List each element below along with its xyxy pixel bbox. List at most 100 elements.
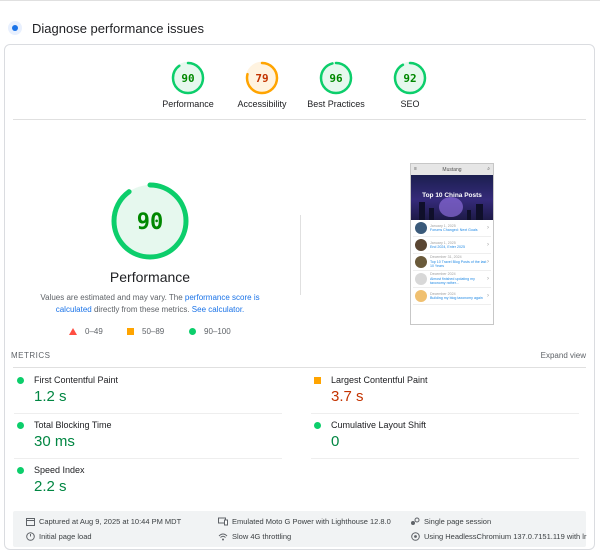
post-thumbnail xyxy=(415,273,427,285)
session-info: Single page session xyxy=(410,517,491,526)
big-gauge-arc xyxy=(111,182,189,260)
metric-cumulative-layout-shift: Cumulative Layout Shift 0 xyxy=(311,414,579,459)
pass-circle-icon xyxy=(17,377,24,384)
chevron-right-icon: › xyxy=(487,276,489,282)
session-icon xyxy=(410,517,420,526)
legend-fail-label: 0–49 xyxy=(85,327,103,336)
diagnose-icon xyxy=(8,21,22,35)
metric-speed-index: Speed Index 2.2 s xyxy=(14,459,274,499)
legend-average: 50–89 xyxy=(127,327,164,336)
post-thumbnail xyxy=(415,222,427,234)
metric-value: 1.2 s xyxy=(34,388,67,405)
post-date: January 1, 2025 xyxy=(430,223,456,228)
gauge-accessibility[interactable]: 79 Accessibility xyxy=(217,61,307,109)
metric-total-blocking-time: Total Blocking Time 30 ms xyxy=(14,414,282,459)
legend-pass: 90–100 xyxy=(189,327,231,336)
run-info-footer: Captured at Aug 9, 2025 at 10:44 PM MDT … xyxy=(13,511,586,547)
screenshot-app-bar: ≡ Mustang ⌕ xyxy=(411,164,493,175)
note-prefix: Values are estimated and may vary. The xyxy=(40,293,185,302)
legend-average-label: 50–89 xyxy=(142,327,165,336)
chrome-icon xyxy=(410,532,420,541)
list-item: December 2024 Almost finished updating my… xyxy=(413,271,491,288)
chevron-right-icon: › xyxy=(487,293,489,299)
expand-view-button[interactable]: Expand view xyxy=(540,351,586,360)
session-text: Single page session xyxy=(424,517,492,526)
screenshot-site-title: Mustang xyxy=(442,166,462,173)
legend-pass-label: 90–100 xyxy=(204,327,231,336)
captured-text: Captured at Aug 9, 2025 at 10:44 PM MDT xyxy=(39,517,182,526)
diagnose-title: Diagnose performance issues xyxy=(32,20,204,36)
note-middle: directly from these metrics. xyxy=(91,305,192,314)
device-text: Emulated Moto G Power with Lighthouse 12… xyxy=(232,517,391,526)
gauge-seo[interactable]: 92 SEO xyxy=(365,61,455,109)
list-item: December 2024 Building my blog taxonomy a… xyxy=(413,288,491,305)
page-load-text: Initial page load xyxy=(39,532,92,541)
post-date: December 2024 xyxy=(430,291,456,296)
post-date: December 31, 2024 xyxy=(430,255,462,260)
metrics-label: METRICS xyxy=(11,351,51,360)
final-screenshot[interactable]: ≡ Mustang ⌕ Top 10 China Posts January 1… xyxy=(410,163,494,325)
captured-info: Captured at Aug 9, 2025 at 10:44 PM MDT xyxy=(25,517,181,526)
list-item: December 31, 2024 Top 10 Travel Blog Post… xyxy=(413,254,491,271)
post-title: Almost finished updating my taxonomy rat… xyxy=(430,276,475,286)
performance-score-gauge: 90 xyxy=(111,182,189,260)
calendar-icon xyxy=(25,517,35,526)
metric-name: Largest Contentful Paint xyxy=(331,375,428,385)
search-icon: ⌕ xyxy=(487,166,490,172)
gauge-best-practices[interactable]: 96 Best Practices xyxy=(291,61,381,109)
metric-value: 3.7 s xyxy=(331,388,364,405)
post-thumbnail xyxy=(415,256,427,268)
gauge-performance[interactable]: 90 Performance xyxy=(143,61,233,109)
list-item: January 1, 2025 End 2024, Enter 2025 › xyxy=(413,237,491,254)
fail-triangle-icon xyxy=(69,328,77,335)
pass-circle-icon xyxy=(17,422,24,429)
browser-info: Using HeadlessChromium 137.0.7151.119 wi… xyxy=(410,532,586,541)
performance-title: Performance xyxy=(109,269,191,285)
post-thumbnail xyxy=(415,239,427,251)
diagnose-header: Diagnose performance issues xyxy=(8,17,204,39)
devices-icon xyxy=(218,517,228,526)
metric-name: First Contentful Paint xyxy=(34,375,119,385)
metric-name: Cumulative Layout Shift xyxy=(331,420,427,430)
menu-icon: ≡ xyxy=(414,166,417,172)
metric-value: 2.2 s xyxy=(34,478,67,495)
device-info: Emulated Moto G Power with Lighthouse 12… xyxy=(218,517,391,526)
chevron-right-icon: › xyxy=(487,225,489,231)
throttling-text: Slow 4G throttling xyxy=(232,532,292,541)
gauge-best-practices-ring: 96 xyxy=(319,61,353,95)
gauge-best-practices-label: Best Practices xyxy=(307,99,365,109)
report-card: 90 Performance 79 Accessibility 96 Best … xyxy=(4,44,595,550)
gauge-performance-ring: 90 xyxy=(171,61,205,95)
metric-name: Speed Index xyxy=(34,465,85,475)
gauge-performance-label: Performance xyxy=(162,99,214,109)
gauge-accessibility-score: 79 xyxy=(255,72,268,85)
chevron-right-icon: › xyxy=(487,242,489,248)
metrics-divider xyxy=(13,367,586,368)
metrics-header: METRICS Expand view xyxy=(11,351,586,365)
gauge-performance-score: 90 xyxy=(181,72,194,85)
post-title: Building my blog taxonomy again xyxy=(430,296,483,300)
chevron-right-icon: › xyxy=(487,259,489,265)
gauge-seo-score: 92 xyxy=(403,72,416,85)
pass-circle-icon xyxy=(17,467,24,474)
score-legend: 0–49 50–89 90–100 xyxy=(69,327,269,339)
average-square-icon xyxy=(314,377,321,384)
post-title: Forums Changed: Next Goals xyxy=(430,228,478,232)
see-calculator-link[interactable]: See calculator. xyxy=(191,305,245,314)
pass-circle-icon xyxy=(189,328,196,335)
throttling-info: Slow 4G throttling xyxy=(218,532,291,541)
performance-note: Values are estimated and may vary. The p… xyxy=(30,292,270,316)
browser-text: Using HeadlessChromium 137.0.7151.119 wi… xyxy=(424,532,587,541)
metric-first-contentful-paint: First Contentful Paint 1.2 s xyxy=(14,369,282,414)
section-divider xyxy=(13,119,586,120)
legend-fail: 0–49 xyxy=(69,327,103,336)
wifi-icon xyxy=(218,532,228,541)
metric-value: 0 xyxy=(331,433,340,450)
post-title: End 2024, Enter 2025 xyxy=(430,245,465,249)
score-calculated-link[interactable]: performance score is calculated xyxy=(55,293,260,314)
list-item: January 1, 2025 Forums Changed: Next Goal… xyxy=(413,220,491,237)
gauge-seo-ring: 92 xyxy=(393,61,427,95)
gauge-accessibility-ring: 79 xyxy=(245,61,279,95)
gauge-accessibility-label: Accessibility xyxy=(237,99,287,109)
post-date: January 1, 2025 xyxy=(430,240,456,245)
